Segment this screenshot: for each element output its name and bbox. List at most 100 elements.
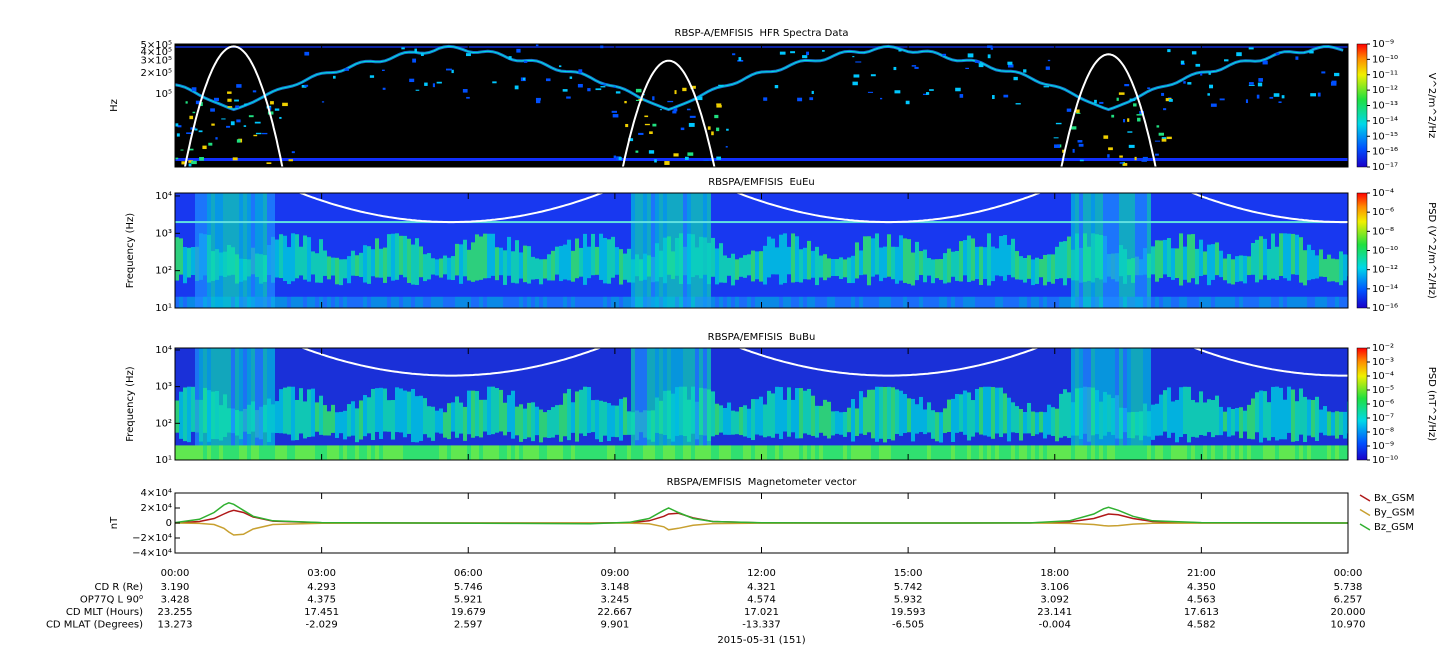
spectral-column — [775, 247, 779, 275]
spectral-column — [1279, 387, 1283, 440]
spectral-column — [1035, 445, 1039, 460]
spectral-column — [367, 445, 371, 460]
spectral-column — [663, 348, 667, 460]
spectral-column — [1051, 445, 1055, 460]
spectral-column — [691, 445, 695, 460]
spectral-column — [519, 252, 523, 279]
spectral-speck — [1331, 80, 1337, 85]
spectral-speck — [516, 48, 521, 53]
panel-title: RBSP-A/EMFISIS HFR Spectra Data — [675, 28, 849, 39]
spectral-column — [1123, 193, 1127, 308]
spectral-column — [1203, 445, 1207, 460]
spectral-column — [307, 237, 311, 282]
spectral-column — [903, 238, 907, 283]
spectral-column — [339, 411, 343, 434]
spectral-column — [667, 193, 671, 308]
spectral-column — [495, 247, 499, 281]
y-axis-label: Hz — [109, 99, 120, 112]
spectral-column — [511, 390, 515, 439]
spectral-column — [1175, 248, 1179, 278]
spectral-column — [503, 250, 507, 285]
spectral-column — [679, 193, 683, 308]
spectral-speck — [270, 101, 274, 105]
spectral-speck — [274, 108, 280, 111]
ephemeris-value: 23.141 — [1037, 607, 1072, 618]
spectral-column — [1047, 296, 1051, 308]
spectral-column — [1107, 348, 1111, 460]
spectral-column — [619, 249, 623, 285]
spectral-column — [1127, 193, 1131, 308]
x-tick-label: 09:00 — [600, 568, 629, 579]
spectral-column — [455, 296, 459, 308]
spectral-column — [1131, 445, 1135, 460]
spectral-column — [971, 445, 975, 460]
ephemeris-value: 5.742 — [894, 582, 923, 593]
spectral-speck — [1156, 125, 1160, 128]
spectral-speck — [227, 98, 232, 102]
spectral-column — [431, 445, 435, 460]
spectral-speck — [686, 108, 691, 111]
spectral-column — [731, 253, 735, 286]
spectral-column — [271, 296, 275, 308]
spectral-column — [243, 296, 247, 308]
spectral-column — [1251, 296, 1255, 308]
spectral-column — [275, 401, 279, 434]
spectral-column — [951, 251, 955, 277]
spectral-speck — [522, 77, 526, 81]
spectral-column — [1107, 296, 1111, 308]
spectral-speck — [1103, 135, 1109, 139]
spectral-column — [515, 296, 519, 308]
spectral-column — [1131, 193, 1135, 308]
spectral-column — [1215, 445, 1219, 460]
spectral-column — [623, 445, 627, 460]
spectral-column — [391, 445, 395, 460]
spectral-column — [227, 348, 231, 460]
spectral-column — [791, 296, 795, 308]
spectral-column — [1331, 445, 1335, 460]
spectral-column — [571, 445, 575, 460]
spectral-speck — [1076, 112, 1081, 114]
spectral-column — [187, 296, 191, 308]
spectral-column — [1135, 193, 1139, 308]
spectral-column — [387, 296, 391, 308]
spectral-speck — [1166, 136, 1172, 140]
spectral-column — [1251, 445, 1255, 460]
series-line — [175, 509, 1348, 524]
spectral-column — [1163, 390, 1167, 432]
spectral-column — [871, 445, 875, 460]
spectral-column — [735, 411, 739, 435]
spectral-column — [271, 193, 275, 308]
spectral-column — [1223, 296, 1227, 308]
spectral-column — [739, 296, 743, 308]
x-tick-label: 00:00 — [1334, 568, 1363, 579]
spectral-column — [539, 259, 543, 285]
spectral-speck — [188, 163, 192, 167]
spectral-column — [399, 445, 403, 460]
cyclotron-curve — [1060, 53, 1157, 167]
spectral-column — [403, 235, 407, 278]
spectral-column — [311, 251, 315, 275]
spectral-column — [619, 445, 623, 460]
spectral-speck — [466, 53, 471, 57]
spectral-speck — [1155, 153, 1159, 156]
spectral-column — [483, 233, 487, 279]
spectral-column — [551, 250, 555, 281]
spectral-column — [1299, 296, 1303, 308]
spectral-speck — [1236, 52, 1242, 57]
spectral-column — [379, 296, 383, 308]
spectral-column — [1271, 296, 1275, 308]
spectral-column — [355, 408, 359, 443]
spectral-speck — [188, 160, 193, 163]
spectral-column — [1055, 246, 1059, 279]
spectral-speck — [282, 102, 288, 107]
spectral-column — [567, 239, 571, 281]
ephemeris-value: 4.563 — [1187, 595, 1216, 606]
spectral-column — [839, 296, 843, 308]
spectral-column — [583, 386, 587, 436]
spectral-column — [927, 402, 931, 433]
spectral-speck — [1309, 50, 1314, 54]
spectral-column — [799, 249, 803, 283]
colorbar — [1356, 43, 1368, 168]
spectral-column — [611, 445, 615, 460]
spectral-column — [1199, 239, 1203, 277]
